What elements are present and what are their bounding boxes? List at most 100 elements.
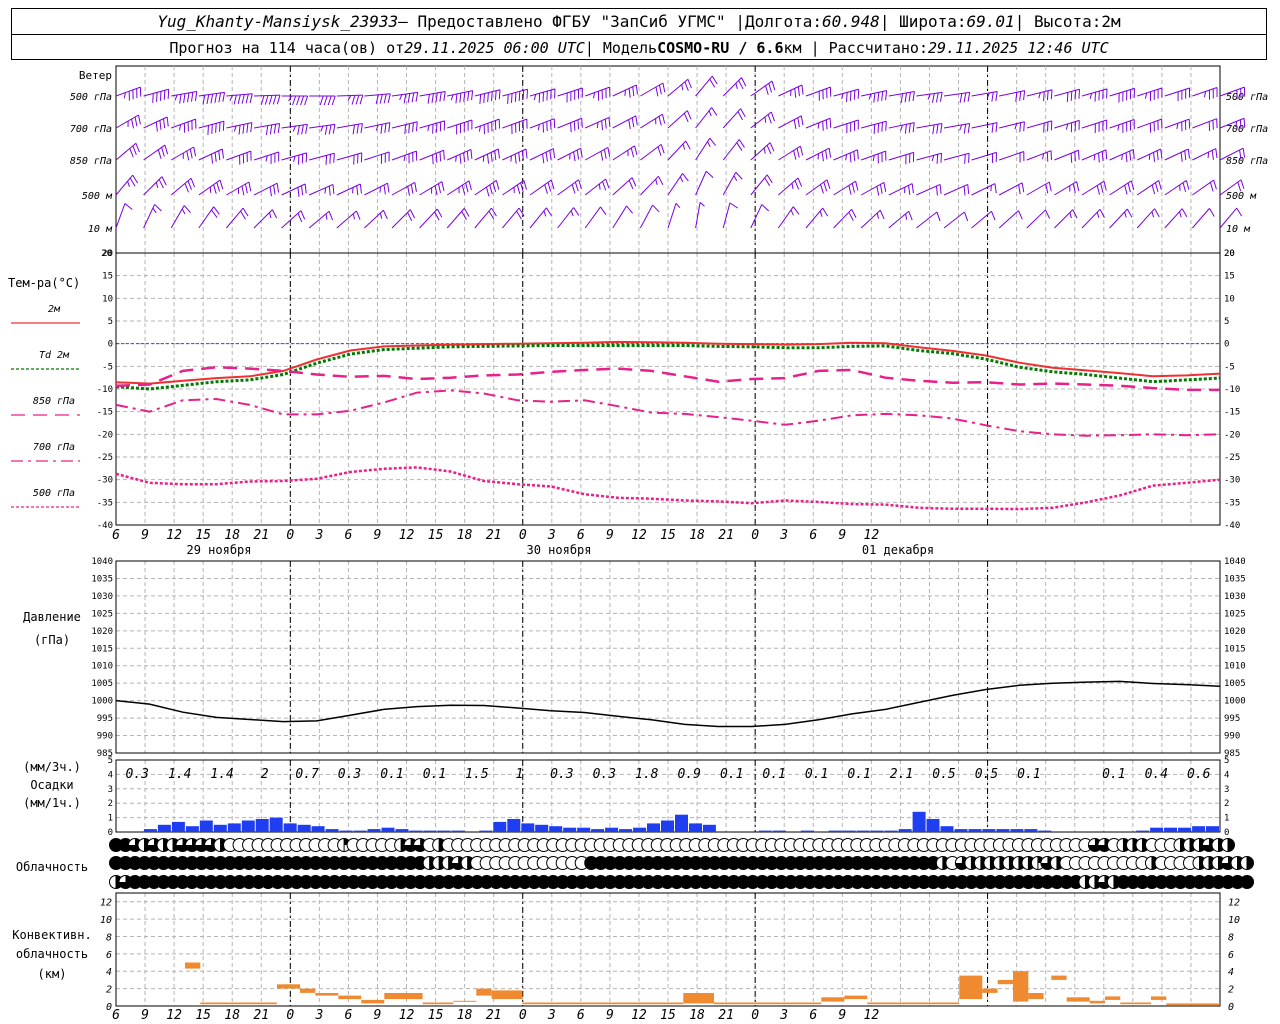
- wind-barb-feather: [359, 94, 364, 105]
- precip-bar: [758, 830, 772, 832]
- precip-bar: [1192, 826, 1206, 832]
- wind-barb: [584, 116, 611, 131]
- wind-barb-feather: [825, 149, 828, 160]
- wind-barb-feather: [968, 153, 970, 163]
- model-unit: км | Рассчитано:: [783, 38, 929, 57]
- wind-barb-feather: [380, 124, 383, 134]
- wind-barb-feather: [522, 90, 525, 100]
- wind-barb-feather: [537, 124, 540, 131]
- precip-bar: [563, 827, 577, 832]
- wind-barb-feather: [868, 93, 872, 100]
- wind-barb-feather: [268, 95, 273, 105]
- wind-barb-feather: [245, 93, 249, 104]
- wind-barb-feather: [964, 211, 969, 222]
- wind-barb-feather: [851, 209, 857, 218]
- wind-barb: [999, 121, 1025, 133]
- wind-barb: [115, 86, 142, 101]
- wind-barb-shaft: [1081, 208, 1101, 229]
- wind-barb-feather: [412, 122, 414, 133]
- wind-barb-feather: [576, 149, 580, 160]
- wind-barb-shaft: [640, 175, 659, 196]
- wind-barb: [1136, 180, 1162, 196]
- x-tick-label: 18: [224, 1008, 240, 1023]
- wind-barb-feather: [1243, 118, 1246, 128]
- wind-barb-feather: [900, 93, 904, 104]
- wind-barb-feather: [632, 86, 635, 97]
- wind-barb-feather: [159, 120, 162, 130]
- wind-barb-feather: [735, 83, 738, 90]
- wind-barb-feather: [409, 209, 416, 219]
- wind-barb-feather: [242, 124, 245, 134]
- wind-barb-shaft: [336, 210, 357, 229]
- wind-barb-feather: [138, 114, 141, 125]
- wind-barb-feather: [686, 110, 692, 120]
- wind-barb-feather: [1043, 91, 1045, 102]
- precip-bar: [381, 827, 395, 832]
- wind-barb-feather: [571, 184, 576, 194]
- wind-barb-feather: [1038, 92, 1041, 99]
- precip-bar: [954, 829, 968, 832]
- wind-barb-feather: [738, 139, 745, 148]
- y-tick-label-right: 1005: [1224, 679, 1246, 689]
- y-tick-label-left: -40: [97, 521, 113, 531]
- wind-barb-feather: [547, 182, 552, 192]
- conv-cloud-bar: [1066, 997, 1090, 1002]
- wind-barb-shaft: [446, 180, 470, 196]
- wind-barb: [309, 123, 336, 135]
- wind-barb-feather: [154, 204, 162, 212]
- wind-barb-feather: [796, 148, 800, 158]
- wind-barb-feather: [487, 92, 489, 103]
- wind-barb-feather: [273, 184, 276, 195]
- wind-barb-feather: [178, 124, 182, 131]
- precip-bar: [926, 819, 940, 832]
- wind-barb: [143, 176, 167, 196]
- alt-value: 2м: [1101, 12, 1121, 31]
- wind-barb-feather: [486, 154, 490, 164]
- wind-barb-feather: [265, 155, 268, 162]
- precip-bar: [325, 829, 339, 832]
- x-tick-label: 9: [838, 1008, 846, 1023]
- forecast-time: 29.11.2025 06:00 UTC: [404, 38, 585, 57]
- wind-barb: [529, 179, 555, 196]
- wind-barb: [281, 183, 307, 197]
- wind-barb-feather: [183, 205, 191, 213]
- wind-barb-shaft: [557, 147, 581, 161]
- wind-barb-feather: [461, 185, 466, 195]
- wind-barb-feather: [127, 181, 130, 187]
- wind-barb-feather: [1069, 212, 1072, 219]
- precip-3h-sum: 1: [515, 767, 523, 782]
- wind-barb: [860, 209, 885, 229]
- wind-barb-shaft: [1026, 209, 1046, 229]
- x-tick-label: 15: [195, 528, 211, 543]
- y-tick-label-right: 985: [1224, 749, 1240, 759]
- wind-barb-shaft: [971, 210, 992, 229]
- x-tick-label: 9: [606, 528, 614, 543]
- wind-barb-feather: [592, 92, 596, 99]
- conv-cloud-bar: [1151, 996, 1167, 1000]
- cloud-cover-symbol: [1040, 856, 1055, 870]
- wind-barb-feather: [1203, 91, 1207, 98]
- cloud-cover-symbol: [204, 838, 219, 852]
- wind-barb-feather: [514, 92, 517, 102]
- wind-barb: [1164, 87, 1191, 102]
- wind-barb: [778, 115, 804, 129]
- wind-barb-feather: [332, 124, 336, 134]
- wind-barb-feather: [581, 118, 583, 128]
- wind-barb-feather: [1242, 148, 1246, 158]
- wind-barb-feather: [994, 183, 997, 194]
- cloud-fill: [955, 856, 969, 870]
- wind-barb-feather: [435, 92, 438, 103]
- wind-barb: [391, 150, 418, 164]
- wind-barb-feather: [384, 123, 387, 133]
- x-tick-label: 3: [779, 1008, 788, 1023]
- wind-barb: [226, 181, 252, 196]
- cloud-panel: Облачность: [16, 838, 1255, 889]
- wind-barb-feather: [1207, 152, 1210, 158]
- wind-barb-feather: [324, 125, 328, 135]
- wind-barb: [612, 115, 638, 129]
- header-station-row: Yug_Khanty-Mansiysk_23933 — Предоставлен…: [12, 9, 1266, 35]
- wind-barb-shaft: [833, 180, 856, 196]
- wind-barb-feather: [855, 181, 859, 191]
- conv-cloud-bar: [1166, 1003, 1220, 1006]
- wind-barb-feather: [463, 208, 470, 217]
